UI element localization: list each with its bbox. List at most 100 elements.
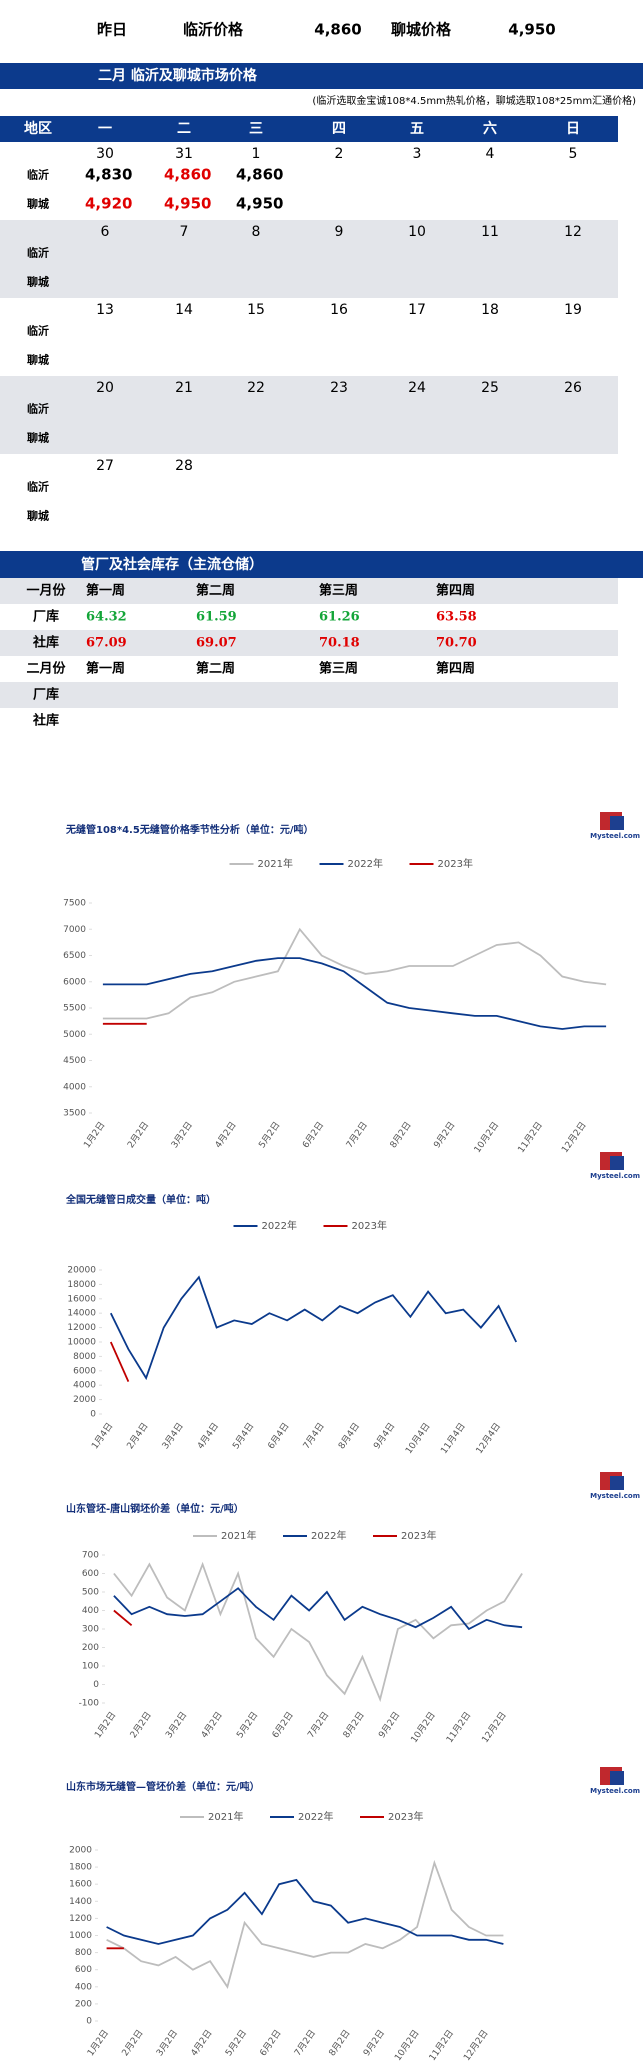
x-tick-label: 6月4日 bbox=[266, 1421, 292, 1451]
inventory-row bbox=[0, 578, 618, 604]
y-tick-label: 300 bbox=[82, 1625, 99, 1635]
legend-label: 2021年 bbox=[221, 1529, 256, 1542]
x-tick-label: 1月4日 bbox=[89, 1421, 115, 1451]
y-tick-label: -100 bbox=[79, 1699, 100, 1709]
series-line bbox=[106, 1878, 504, 1945]
y-tick-label: 18000 bbox=[67, 1280, 96, 1290]
x-tick-label: 5月2日 bbox=[234, 1710, 260, 1740]
calendar-week-row bbox=[0, 298, 618, 376]
chart-title: 山东管坯-唐山钢坯价差（单位：元/吨） bbox=[66, 1502, 244, 1515]
price: 4,860 bbox=[236, 165, 284, 184]
calendar-day: 16 bbox=[330, 302, 348, 318]
x-tick-label: 12月2日 bbox=[559, 1120, 588, 1155]
calendar-day: 24 bbox=[408, 380, 426, 396]
legend-label: 2022年 bbox=[262, 1219, 297, 1232]
price: 4,950 bbox=[164, 194, 212, 213]
legend-label: 2023年 bbox=[352, 1219, 387, 1232]
y-tick-label: 100 bbox=[82, 1662, 99, 1672]
inventory-cell: 67.09 bbox=[86, 635, 127, 651]
x-tick-label: 1月2日 bbox=[82, 1120, 108, 1150]
y-tick-label: 1200 bbox=[69, 1914, 92, 1924]
inventory-row bbox=[0, 630, 618, 656]
y-tick-label: 400 bbox=[82, 1606, 99, 1616]
region-label: 临沂 bbox=[27, 480, 49, 494]
series-line bbox=[102, 927, 607, 1020]
calendar-day: 11 bbox=[481, 224, 499, 240]
calendar-column: 三 bbox=[249, 121, 263, 137]
inventory-cell: 61.26 bbox=[319, 609, 360, 625]
price: 4,830 bbox=[85, 165, 133, 184]
calendar-week-row bbox=[0, 454, 618, 532]
y-tick-label: 7000 bbox=[63, 925, 86, 935]
x-tick-label: 1月2日 bbox=[92, 1710, 118, 1740]
series-line bbox=[113, 1587, 523, 1631]
calendar-day: 28 bbox=[175, 458, 193, 474]
inventory-cell: 第一周 bbox=[86, 661, 126, 677]
inventory-cell: 第二周 bbox=[196, 583, 236, 599]
calendar-day: 8 bbox=[251, 224, 261, 240]
y-tick-label: 5000 bbox=[63, 1030, 86, 1040]
y-tick-label: 200 bbox=[82, 1643, 99, 1653]
calendar-column: 一 bbox=[98, 121, 112, 137]
y-tick-label: 4000 bbox=[63, 1082, 86, 1092]
x-tick-label: 3月2日 bbox=[163, 1710, 189, 1740]
inventory-cell: 64.32 bbox=[86, 609, 127, 625]
x-tick-label: 10月4日 bbox=[403, 1421, 432, 1456]
calendar-column: 五 bbox=[410, 121, 424, 137]
legend-label: 2022年 bbox=[311, 1529, 346, 1542]
inventory-row bbox=[0, 682, 618, 708]
x-tick-label: 12月2日 bbox=[461, 2028, 490, 2063]
calendar-day: 4 bbox=[485, 146, 495, 162]
inventory-cell: 第三周 bbox=[319, 583, 359, 599]
legend-label: 2022年 bbox=[298, 1810, 333, 1823]
legend-label: 2023年 bbox=[388, 1810, 423, 1823]
chart-title: 山东市场无缝管—管坯价差（单位：元/吨） bbox=[66, 1780, 260, 1793]
series-line bbox=[102, 957, 607, 1030]
series-line bbox=[109, 1341, 130, 1382]
calendar-day: 22 bbox=[247, 380, 265, 396]
calendar-title: 二月 临沂及聊城市场价格 bbox=[98, 68, 257, 84]
series-line bbox=[113, 1609, 133, 1626]
x-tick-label: 7月2日 bbox=[305, 1710, 331, 1740]
chart-title: 无缝管108*4.5无缝管价格季节性分析（单位：元/吨） bbox=[65, 823, 313, 836]
y-tick-label: 6500 bbox=[63, 951, 86, 961]
x-tick-label: 5月4日 bbox=[230, 1421, 256, 1451]
x-tick-label: 9月4日 bbox=[371, 1421, 397, 1451]
inventory-cell: 70.18 bbox=[319, 635, 360, 651]
calendar-day: 25 bbox=[481, 380, 499, 396]
calendar-day: 10 bbox=[408, 224, 426, 240]
x-tick-label: 8月2日 bbox=[388, 1120, 414, 1150]
inventory-row bbox=[0, 656, 618, 682]
x-tick-label: 3月2日 bbox=[169, 1120, 195, 1150]
x-tick-label: 2月2日 bbox=[125, 1120, 151, 1150]
logo: Mysteel.com bbox=[590, 1492, 640, 1500]
x-tick-label: 5月2日 bbox=[257, 1120, 283, 1150]
y-tick-label: 16000 bbox=[67, 1294, 96, 1304]
x-tick-label: 7月2日 bbox=[344, 1120, 370, 1150]
y-tick-label: 0 bbox=[93, 1680, 99, 1690]
logo: Mysteel.com bbox=[590, 1172, 640, 1180]
calendar-day: 13 bbox=[96, 302, 114, 318]
y-tick-label: 14000 bbox=[67, 1309, 96, 1319]
inventory-cell: 63.58 bbox=[436, 609, 477, 625]
calendar-column: 日 bbox=[566, 121, 580, 137]
inventory-row bbox=[0, 604, 618, 630]
calendar-day: 21 bbox=[175, 380, 193, 396]
calendar-day: 20 bbox=[96, 380, 114, 396]
calendar-week-row bbox=[0, 142, 618, 220]
x-tick-label: 6月2日 bbox=[258, 2028, 284, 2058]
calendar-day: 18 bbox=[481, 302, 499, 318]
y-tick-label: 700 bbox=[82, 1551, 99, 1561]
x-tick-label: 9月2日 bbox=[432, 1120, 458, 1150]
x-tick-label: 9月2日 bbox=[361, 2028, 387, 2058]
x-tick-label: 3月2日 bbox=[154, 2028, 180, 2058]
series-line bbox=[109, 1275, 518, 1381]
logo-mark bbox=[610, 1476, 624, 1490]
logo: Mysteel.com bbox=[590, 832, 640, 840]
inventory-cell: 第二周 bbox=[196, 661, 236, 677]
inventory-cell: 二月份 bbox=[26, 661, 66, 677]
y-tick-label: 400 bbox=[75, 1982, 92, 1992]
calendar-day: 15 bbox=[247, 302, 265, 318]
calendar-day: 17 bbox=[408, 302, 426, 318]
y-tick-label: 10000 bbox=[67, 1338, 96, 1348]
